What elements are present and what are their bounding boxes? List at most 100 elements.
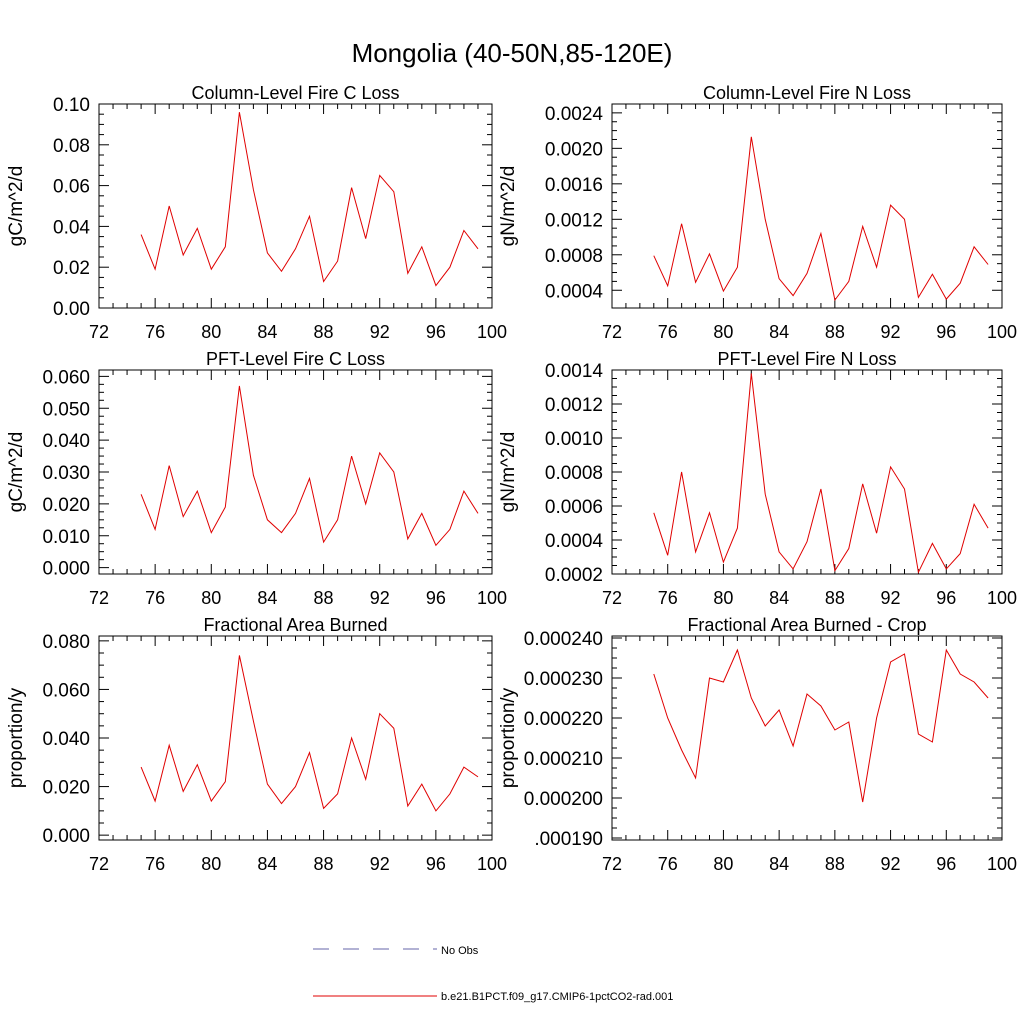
x-tick-label: 76 xyxy=(658,588,678,608)
panel-title: PFT-Level Fire C Loss xyxy=(206,349,385,369)
y-tick-label: 0.000 xyxy=(42,826,90,847)
x-tick-label: 92 xyxy=(370,854,390,874)
x-tick-label: 72 xyxy=(602,854,622,874)
y-tick-label: 0.0008 xyxy=(545,246,603,267)
plot-frame xyxy=(98,635,493,841)
figure-title: Mongolia (40-50N,85-120E) xyxy=(352,38,673,68)
panel-3: 72 76 80 84 88 92 96 100 0.000 0.010 0.020 0.030 0.0… xyxy=(6,349,507,608)
x-tick-label: 96 xyxy=(426,588,446,608)
x-tick-label: 100 xyxy=(987,588,1017,608)
x-tick-label: 100 xyxy=(477,854,507,874)
x-tick-label: 80 xyxy=(201,854,221,874)
x-tick-label: 72 xyxy=(89,322,109,342)
x-tick-label: 88 xyxy=(314,322,334,342)
y-tick-label: 0.0016 xyxy=(545,175,603,196)
y-axis-label: proportion/y xyxy=(6,687,27,788)
x-tick-label: 100 xyxy=(987,854,1017,874)
y-tick-label: 0.000200 xyxy=(524,789,603,810)
y-tick-label: 0.040 xyxy=(42,729,90,750)
y-tick-label: 0.0024 xyxy=(545,104,604,125)
y-tick-label: 0.000240 xyxy=(524,629,603,650)
y-tick-label: 0.00 xyxy=(53,299,90,320)
y-tick-label: 0.000 xyxy=(42,559,90,580)
series-line xyxy=(653,136,989,302)
panel-title: Fractional Area Burned xyxy=(203,615,387,635)
x-tick-label: 96 xyxy=(426,322,446,342)
x-tick-label: 100 xyxy=(477,588,507,608)
x-tick-label: 76 xyxy=(658,854,678,874)
x-tick-label: 92 xyxy=(370,588,390,608)
series-line xyxy=(140,655,479,812)
panel-6: 72 76 80 84 88 92 96 100 .000190 0.000200 0.000210… xyxy=(498,615,1017,874)
x-tick-label: 88 xyxy=(314,588,334,608)
y-tick-label: 0.080 xyxy=(42,632,90,653)
y-tick-label: 0.08 xyxy=(53,136,90,157)
y-tick-label: 0.020 xyxy=(42,778,90,799)
series-line xyxy=(653,648,989,803)
x-tick-label: 76 xyxy=(658,322,678,342)
x-tick-label: 100 xyxy=(987,322,1017,342)
y-axis-label: gN/m^2/d xyxy=(498,166,519,247)
y-tick-label: 0.0010 xyxy=(545,429,603,450)
y-tick-label: 0.000230 xyxy=(524,669,603,690)
x-tick-label: 72 xyxy=(602,322,622,342)
y-tick-label: 0.0012 xyxy=(545,210,603,231)
x-tick-label: 84 xyxy=(257,854,277,874)
x-tick-label: 88 xyxy=(314,854,334,874)
y-tick-label: 0.10 xyxy=(53,95,90,116)
panel-2: 72 76 80 84 88 92 96 100 0.0004 0.0008 0.0012 0.001… xyxy=(498,83,1017,342)
y-tick-label: 0.0012 xyxy=(545,395,603,416)
y-tick-label: 0.000210 xyxy=(524,749,603,770)
x-tick-label: 88 xyxy=(825,854,845,874)
x-tick-label: 72 xyxy=(89,588,109,608)
y-axis-label: gN/m^2/d xyxy=(498,432,519,513)
y-tick-label: 0.060 xyxy=(42,680,90,701)
series-line xyxy=(140,112,479,287)
x-tick-label: 72 xyxy=(602,588,622,608)
y-tick-label: 0.0006 xyxy=(545,497,603,518)
y-tick-label: 0.060 xyxy=(42,367,90,388)
x-tick-label: 76 xyxy=(145,588,165,608)
x-tick-label: 92 xyxy=(881,854,901,874)
plot-frame xyxy=(611,103,1003,309)
x-tick-label: 80 xyxy=(713,322,733,342)
x-tick-label: 92 xyxy=(881,588,901,608)
panel-title: Fractional Area Burned - Crop xyxy=(687,615,926,635)
panel-4: 72 76 80 84 88 92 96 100 0.0002 0.0004 0.0006 0.000… xyxy=(498,349,1017,608)
x-tick-label: 96 xyxy=(426,854,446,874)
y-tick-label: 0.06 xyxy=(53,177,90,198)
x-tick-label: 96 xyxy=(936,322,956,342)
plot-frame xyxy=(611,369,1003,575)
x-tick-label: 92 xyxy=(881,322,901,342)
series-line xyxy=(653,373,989,574)
legend-label: b.e21.B1PCT.f09_g17.CMIP6-1pctCO2-rad.00… xyxy=(441,991,673,1003)
x-tick-label: 76 xyxy=(145,322,165,342)
x-tick-label: 84 xyxy=(769,322,789,342)
y-axis-label: gC/m^2/d xyxy=(6,166,27,247)
x-tick-label: 88 xyxy=(825,322,845,342)
y-tick-label: 0.04 xyxy=(53,217,90,238)
x-tick-label: 96 xyxy=(936,854,956,874)
x-tick-label: 72 xyxy=(89,854,109,874)
legend-label: No Obs xyxy=(441,945,479,957)
panel-title: PFT-Level Fire N Loss xyxy=(717,349,896,369)
panels: 72 76 80 84 88 92 96 100 0.00 0.02 0.04 0.06 0.08 0.1… xyxy=(6,83,1017,874)
series-line xyxy=(140,385,479,547)
y-tick-label: 0.02 xyxy=(53,258,90,279)
y-tick-label: .000190 xyxy=(534,829,603,850)
y-tick-label: 0.050 xyxy=(42,399,90,420)
y-axis-label: proportion/y xyxy=(498,687,519,788)
y-tick-label: 0.020 xyxy=(42,495,90,516)
y-tick-label: 0.010 xyxy=(42,527,90,548)
legend: No Obs b.e21.B1PCT.f09_g17.CMIP6-1pctCO2-… xyxy=(313,945,673,1003)
y-axis-label: gC/m^2/d xyxy=(6,432,27,513)
x-tick-label: 88 xyxy=(825,588,845,608)
x-tick-label: 84 xyxy=(769,854,789,874)
panel-title: Column-Level Fire C Loss xyxy=(191,83,399,103)
x-tick-label: 80 xyxy=(713,588,733,608)
x-tick-label: 92 xyxy=(370,322,390,342)
x-tick-label: 84 xyxy=(769,588,789,608)
y-tick-label: 0.000220 xyxy=(524,709,603,730)
x-tick-label: 84 xyxy=(257,588,277,608)
